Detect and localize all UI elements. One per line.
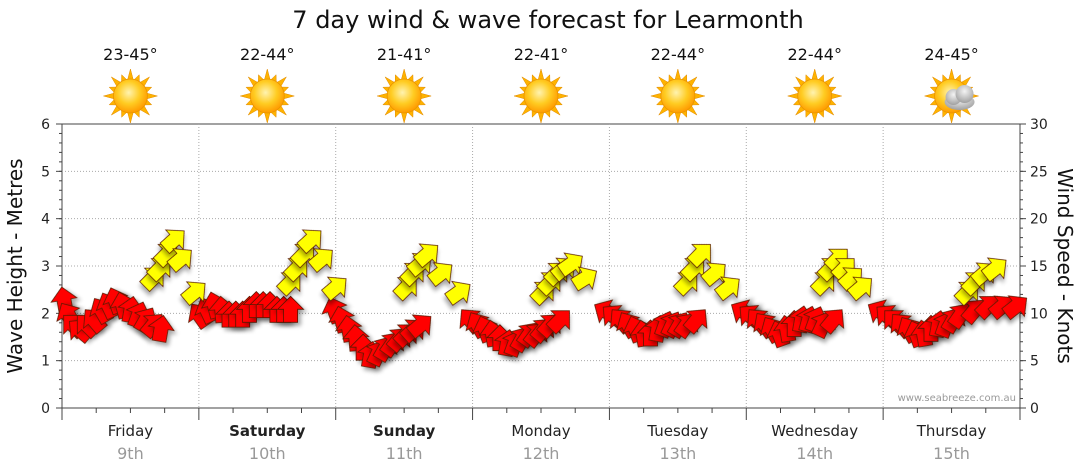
wave-arrow [819,309,845,335]
wave-arrow [405,314,432,340]
wind-arrow [166,248,192,274]
day-date: 13th [659,444,696,463]
wave-arrow [276,295,305,323]
right-tick-label: 20 [1030,212,1048,228]
day-temperature: 21-41° [377,45,432,64]
wind-arrow [846,276,872,302]
left-tick-label: 3 [41,259,50,275]
day-date: 14th [796,444,833,463]
sun-icon [649,68,706,124]
wind-arrow [980,257,1007,283]
right-axis-title: Wind Speed - Knots [1053,168,1077,364]
day-temperature: 23-45° [103,45,158,64]
right-tick-label: 0 [1030,401,1039,417]
chart-title: 7 day wind & wave forecast for Learmonth [292,6,803,34]
day-name: Tuesday [646,422,708,440]
wind-arrow [321,276,347,302]
day-date: 12th [523,444,560,463]
sun-icon [376,68,433,124]
right-tick-label: 5 [1030,354,1039,370]
day-temperature: 22-44° [240,45,295,64]
day-name: Friday [108,422,154,440]
day-date: 15th [933,444,970,463]
day-name: Saturday [229,422,306,440]
wind-arrow [686,244,711,269]
day-name: Sunday [373,422,436,440]
sun-icon [786,68,843,124]
sun-cloud-icon [923,68,980,124]
wind-arrow [296,229,322,255]
day-name: Monday [511,422,570,440]
left-tick-label: 5 [41,164,50,180]
day-name: Thursday [916,422,987,440]
left-tick-label: 2 [41,306,50,322]
wind-arrow [412,243,439,269]
wave-arrow [545,310,570,335]
day-temperature: 22-44° [787,45,842,64]
wind-arrow [307,248,333,274]
day-date: 11th [386,444,423,463]
wind-arrow [180,281,206,307]
day-date: 10th [249,444,286,463]
sun-icon [513,68,569,124]
sun-icon [239,68,296,124]
day-name: Wednesday [771,422,858,440]
right-tick-label: 15 [1030,259,1048,275]
day-temperature: 22-41° [514,45,569,64]
left-tick-label: 4 [41,212,50,228]
wind-arrow [570,266,597,292]
wind-arrow [556,252,583,278]
right-tick-label: 25 [1030,164,1048,180]
wave-arrow [682,309,708,335]
sun-icon [102,68,159,124]
plot-area [61,123,1021,409]
day-date: 9th [117,444,144,463]
wind-arrow [426,262,453,288]
left-axis-title: Wave Height - Metres [3,158,27,373]
wind-arrow [713,276,740,302]
day-temperature: 24-45° [924,45,979,64]
day-temperature: 22-44° [651,45,706,64]
right-tick-label: 10 [1030,306,1048,322]
right-tick-label: 30 [1030,117,1048,133]
left-tick-label: 0 [41,401,50,417]
left-tick-label: 6 [41,117,50,133]
wind-arrow [444,280,471,306]
watermark: www.seabreeze.com.au [898,393,1016,404]
wave-arrow [147,315,175,343]
wave-arrow [1001,295,1028,321]
wind-arrow [700,262,726,288]
wind-arrow [159,229,185,255]
left-tick-label: 1 [41,354,50,370]
